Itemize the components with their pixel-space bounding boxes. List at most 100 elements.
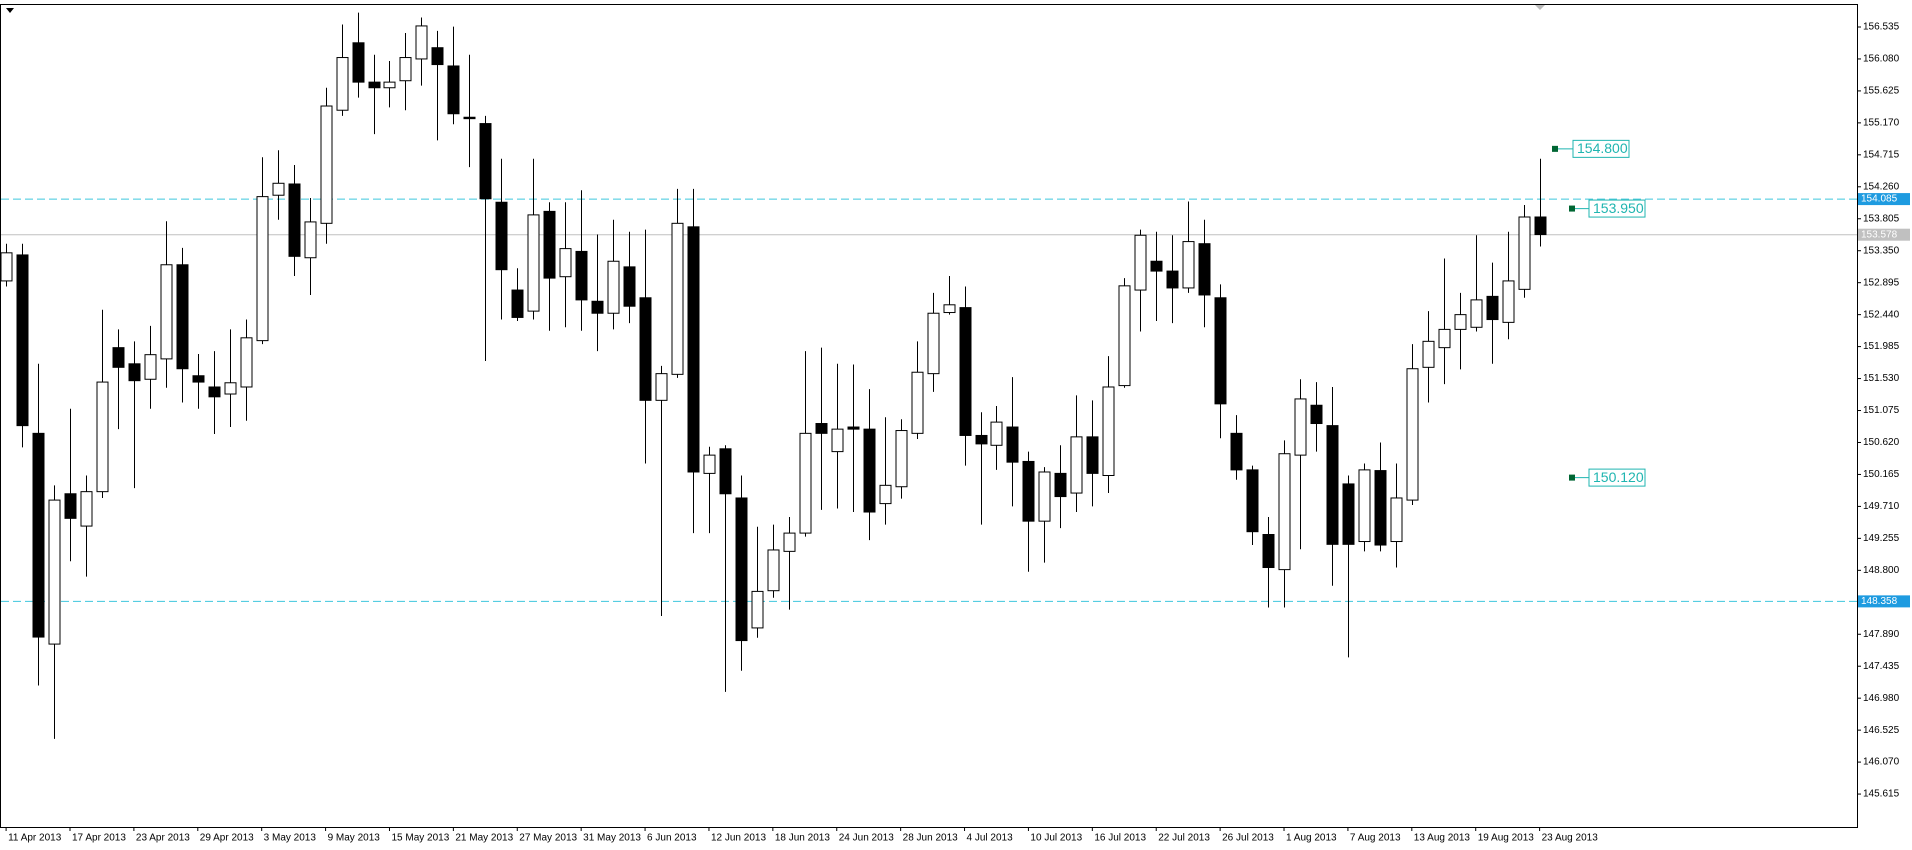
candle-body — [799, 432, 812, 534]
last-price-label: 153.578 — [1861, 229, 1898, 240]
x-tick-label: 6 Jun 2013 — [647, 833, 697, 844]
x-tick-label: 29 Apr 2013 — [200, 833, 254, 844]
candle-body — [543, 210, 556, 279]
candle-body — [655, 373, 668, 401]
candle-body — [1070, 436, 1083, 494]
candle-body — [1486, 295, 1499, 321]
candle-body — [415, 25, 428, 60]
candle-body — [288, 183, 301, 257]
candle-body — [1406, 368, 1419, 501]
price-tag-label: 154.800 — [1577, 140, 1628, 156]
candle-body — [176, 264, 189, 370]
level-label: 154.085 — [1861, 194, 1898, 205]
candle-body — [1086, 436, 1099, 474]
x-tick-label: 28 Jun 2013 — [903, 833, 958, 844]
x-tick-label: 10 Jul 2013 — [1030, 833, 1082, 844]
x-tick-label: 19 Aug 2013 — [1478, 833, 1535, 844]
y-tick-label: 156.080 — [1863, 54, 1900, 65]
plot — [1, 12, 1857, 739]
x-tick-label: 12 Jun 2013 — [711, 833, 766, 844]
x-tick-label: 18 Jun 2013 — [775, 833, 830, 844]
y-tick-label: 148.800 — [1863, 565, 1900, 576]
candle-body — [831, 428, 844, 453]
y-tick-label: 153.805 — [1863, 213, 1900, 224]
candle-body — [1054, 472, 1067, 498]
y-tick-label: 151.075 — [1863, 405, 1900, 416]
x-tick-label: 26 Jul 2013 — [1222, 833, 1274, 844]
candle-body — [527, 214, 540, 312]
candle-body — [128, 363, 141, 382]
candle-body — [591, 300, 604, 314]
x-tick-label: 23 Aug 2013 — [1542, 833, 1599, 844]
price-tag-marker — [1569, 474, 1575, 481]
candle-body — [959, 307, 972, 436]
candle-body — [1390, 497, 1403, 543]
candle-body — [1374, 470, 1387, 546]
candle-body — [192, 375, 205, 383]
y-tick-label: 154.715 — [1863, 149, 1900, 160]
level-label-bg — [1858, 193, 1910, 206]
candle-body — [144, 354, 157, 380]
candle-body — [224, 382, 237, 395]
x-tick-label: 9 May 2013 — [328, 833, 381, 844]
x-tick-label: 21 May 2013 — [455, 833, 513, 844]
y-tick-label: 151.985 — [1863, 341, 1900, 352]
candle-body — [1470, 299, 1483, 328]
candle-body — [1502, 280, 1515, 323]
candle-body — [96, 381, 109, 493]
candle-body — [463, 116, 476, 120]
candle-body — [352, 42, 365, 83]
y-tick-label: 147.435 — [1863, 661, 1900, 672]
x-tick-label: 4 Jul 2013 — [967, 833, 1014, 844]
candle-body — [495, 201, 508, 271]
y-tick-label: 154.260 — [1863, 181, 1900, 192]
menu-arrow[interactable] — [6, 8, 14, 13]
candle-body — [80, 491, 93, 527]
y-tick-label: 149.255 — [1863, 533, 1900, 544]
candle-body — [1518, 216, 1531, 290]
candle-body — [911, 371, 924, 434]
candle-body — [1038, 471, 1051, 522]
candle-body — [320, 105, 333, 224]
y-tick-label: 149.710 — [1863, 501, 1900, 512]
y-tick-label: 156.535 — [1863, 22, 1900, 33]
candle-body — [256, 196, 269, 342]
y-tick-label: 152.440 — [1863, 309, 1900, 320]
candle-body — [64, 493, 77, 519]
y-tick-label: 146.525 — [1863, 725, 1900, 736]
candle-body — [383, 81, 396, 89]
candle-body — [1022, 460, 1035, 522]
candle-body — [815, 423, 828, 434]
y-tick-label: 147.890 — [1863, 629, 1900, 640]
candle-body — [975, 434, 988, 445]
y-tick-label: 150.620 — [1863, 437, 1900, 448]
last-price-bg — [1858, 228, 1910, 241]
candle-body — [1214, 297, 1227, 405]
candle-body — [1358, 469, 1371, 543]
y-tick-label: 155.625 — [1863, 86, 1900, 97]
candle-body — [16, 254, 29, 427]
candle-body — [1118, 285, 1131, 387]
candle-body — [879, 484, 892, 505]
x-tick-label: 15 May 2013 — [391, 833, 449, 844]
x-tick-label: 23 Apr 2013 — [136, 833, 190, 844]
candle-body — [863, 428, 876, 513]
candle-body — [208, 386, 221, 398]
candle-body — [943, 304, 956, 314]
candle-body — [399, 57, 412, 82]
x-tick-label: 1 Aug 2013 — [1286, 833, 1337, 844]
candle-body — [767, 549, 780, 592]
candle-body — [671, 222, 684, 375]
x-tick-label: 3 May 2013 — [264, 833, 317, 844]
candle-body — [1182, 241, 1195, 289]
price-tag-label: 153.950 — [1593, 200, 1644, 216]
candle-body — [160, 264, 173, 360]
candle-body — [1198, 243, 1211, 296]
shift-marker — [1535, 5, 1545, 10]
candle-body — [751, 590, 764, 629]
candle-body — [1, 252, 13, 282]
candle-body — [447, 65, 460, 115]
candle-body — [687, 226, 700, 473]
x-tick-label: 31 May 2013 — [583, 833, 641, 844]
